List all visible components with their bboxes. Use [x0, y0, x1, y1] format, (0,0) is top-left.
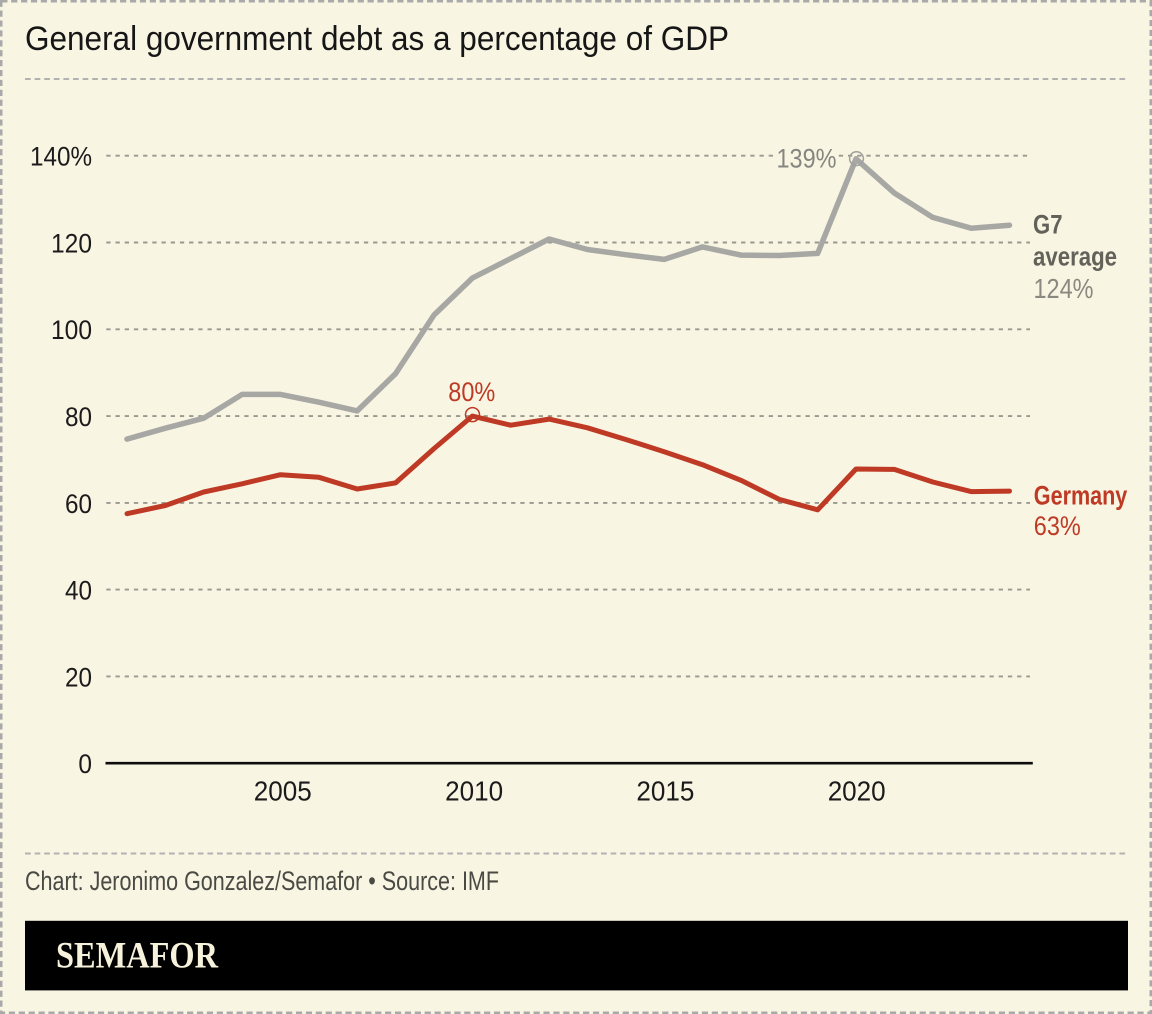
svg-text:Chart: Jeronimo Gonzalez/Semaf: Chart: Jeronimo Gonzalez/Semafor • Sourc…	[25, 866, 499, 896]
svg-text:General government debt as a p: General government debt as a percentage …	[25, 20, 729, 58]
svg-text:139%: 139%	[777, 144, 837, 174]
svg-text:SEMAFOR: SEMAFOR	[56, 936, 219, 977]
svg-text:average: average	[1033, 241, 1117, 271]
svg-text:120: 120	[51, 228, 92, 258]
svg-text:2020: 2020	[828, 776, 886, 807]
svg-text:100: 100	[51, 315, 92, 345]
svg-text:80: 80	[65, 402, 92, 432]
svg-text:2005: 2005	[254, 776, 312, 807]
svg-text:63%: 63%	[1034, 511, 1081, 541]
svg-text:140%: 140%	[30, 142, 92, 172]
svg-text:60: 60	[65, 489, 92, 519]
svg-text:124%: 124%	[1034, 273, 1094, 304]
svg-text:2015: 2015	[636, 776, 694, 807]
svg-text:2010: 2010	[445, 776, 503, 807]
svg-text:Germany: Germany	[1034, 481, 1128, 511]
svg-text:40: 40	[65, 576, 92, 606]
svg-text:0: 0	[78, 749, 92, 779]
svg-text:20: 20	[65, 662, 92, 692]
svg-text:G7: G7	[1033, 210, 1063, 240]
svg-text:80%: 80%	[448, 377, 495, 407]
